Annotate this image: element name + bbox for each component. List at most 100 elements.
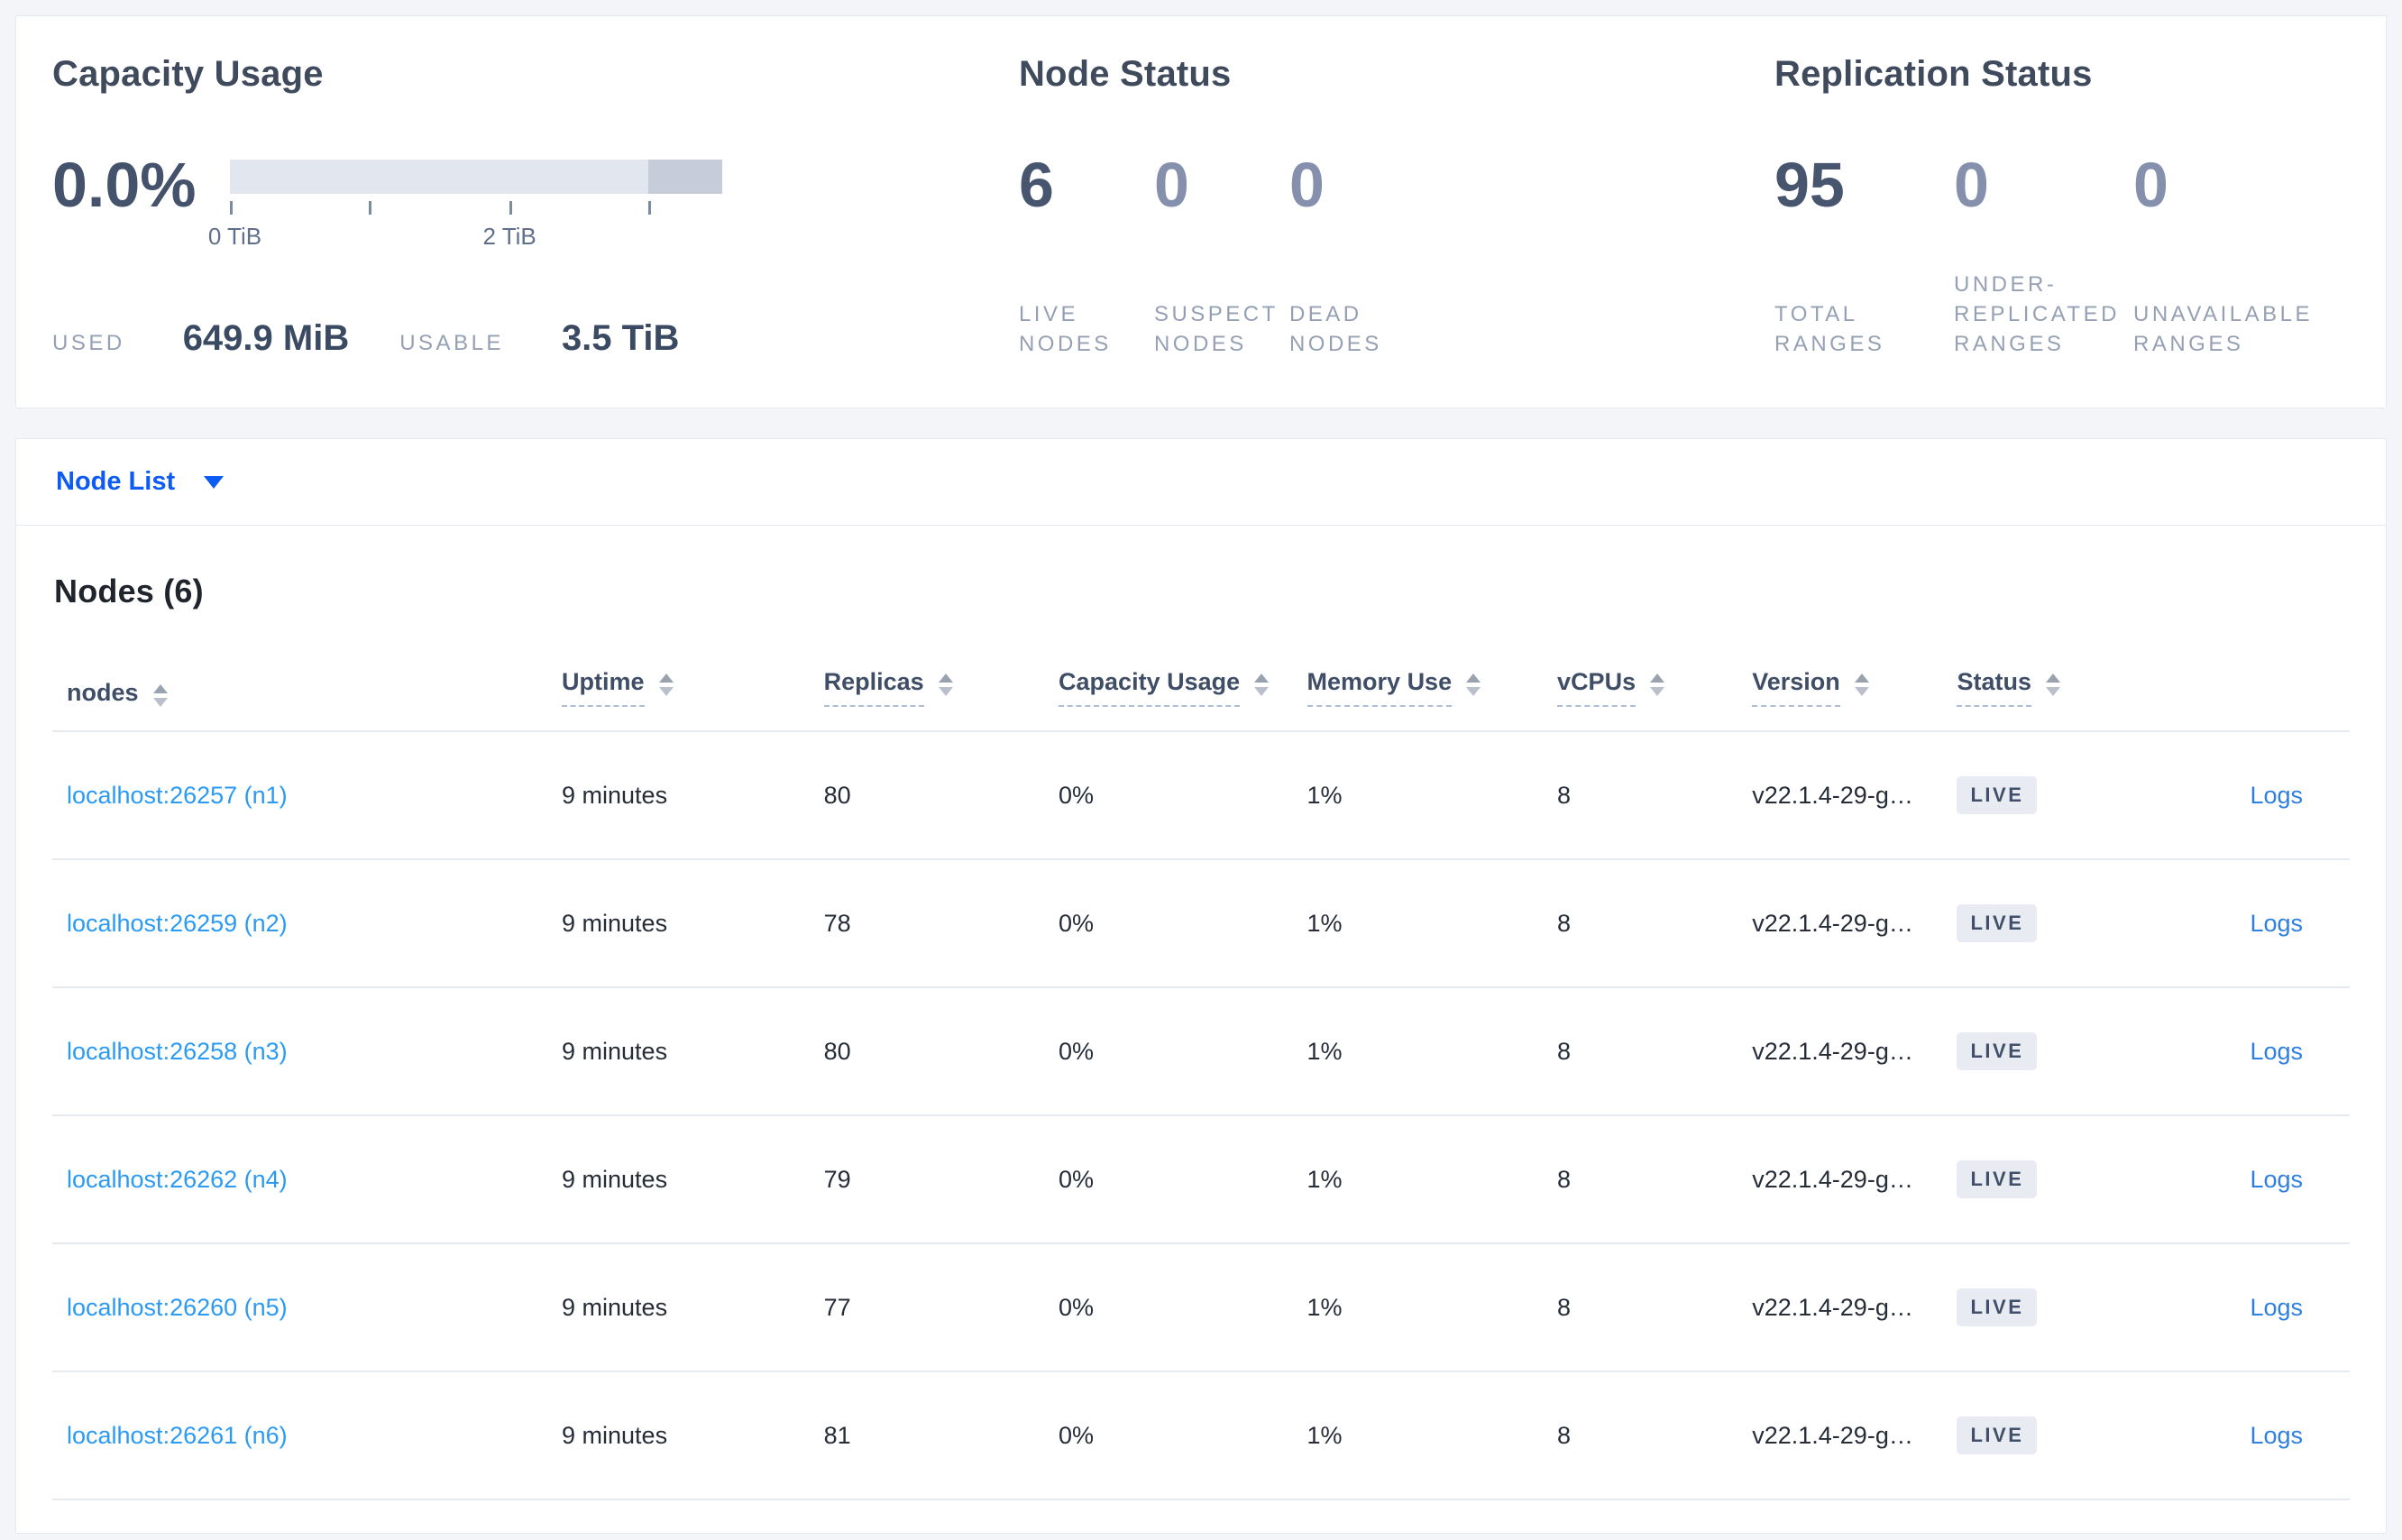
axis-tick (230, 201, 233, 215)
capacity-usage-cell: 0% (1044, 1243, 1293, 1372)
column-header-logs (2141, 618, 2350, 732)
unavailable-ranges-stat: 0 UNAVAILABLE RANGES (2133, 153, 2350, 359)
column-header-replicas[interactable]: Replicas (809, 618, 1045, 732)
replicas-cell: 79 (809, 1115, 1045, 1244)
capacity-usage-cell: 0% (1044, 1115, 1293, 1244)
node-status-title: Node Status (1018, 54, 1232, 94)
node-list-dropdown[interactable]: Node List (56, 467, 176, 496)
uptime-cell: 9 minutes (547, 1115, 810, 1244)
status-badge: LIVE (1957, 1288, 2038, 1326)
live-nodes-value: 6 (1018, 150, 1054, 220)
vcpus-cell: 8 (1543, 859, 1738, 988)
uptime-cell: 9 minutes (547, 1243, 810, 1372)
sort-icon (1650, 674, 1665, 696)
capacity-usage-cell: 0% (1044, 731, 1293, 860)
logs-link[interactable]: Logs (2250, 1037, 2303, 1065)
axis-tick-label: 0 TiB (207, 223, 262, 250)
column-header-status[interactable]: Status (1942, 618, 2142, 732)
status-badge: LIVE (1957, 1032, 2038, 1070)
column-header-version[interactable]: Version (1737, 618, 1943, 732)
axis-tick (368, 201, 371, 215)
live-nodes-label: LIVE NODES (1018, 302, 1112, 356)
memory-use-cell: 1% (1292, 1243, 1544, 1372)
memory-use-cell: 1% (1292, 987, 1544, 1116)
node-link[interactable]: localhost:26262 (n4) (67, 1165, 288, 1193)
under-replicated-ranges-label: UNDER-REPLICATED RANGES (1954, 272, 2120, 356)
logs-link[interactable]: Logs (2250, 1421, 2303, 1449)
column-header-vcpus[interactable]: vCPUs (1543, 618, 1738, 732)
dead-nodes-value: 0 (1288, 150, 1325, 220)
capacity-bar (230, 160, 722, 194)
vcpus-cell: 8 (1543, 1243, 1738, 1372)
uptime-cell: 9 minutes (547, 1371, 810, 1500)
uptime-cell: 9 minutes (547, 987, 810, 1116)
capacity-usage-cell: 0% (1044, 859, 1293, 988)
axis-tick-label: 2 TiB (482, 223, 536, 250)
replication-status-title: Replication Status (1774, 54, 2093, 94)
nodes-table: nodes Uptime Replicas Capacity Usage Mem… (52, 618, 2350, 1500)
version-cell: v22.1.4-29-g… (1737, 1243, 1943, 1372)
version-cell: v22.1.4-29-g… (1737, 1371, 1943, 1500)
status-badge: LIVE (1957, 776, 2038, 814)
sort-icon (1466, 674, 1481, 696)
table-row: localhost:26258 (n3) 9 minutes 80 0% 1% … (52, 987, 2350, 1116)
view-selector-bar: Node List (15, 438, 2387, 526)
version-cell: v22.1.4-29-g… (1737, 731, 1943, 860)
sort-icon (938, 674, 953, 696)
logs-link[interactable]: Logs (2250, 1293, 2303, 1321)
vcpus-cell: 8 (1543, 1115, 1738, 1244)
memory-use-cell: 1% (1292, 731, 1544, 860)
node-link[interactable]: localhost:26261 (n6) (67, 1421, 288, 1449)
under-replicated-ranges-value: 0 (1954, 150, 1989, 220)
memory-use-cell: 1% (1292, 859, 1544, 988)
used-label: USED (52, 331, 125, 355)
column-header-nodes[interactable]: nodes (52, 618, 548, 732)
usable-label: USABLE (399, 331, 504, 355)
capacity-axis-ticks (230, 201, 722, 223)
replicas-cell: 80 (809, 987, 1045, 1116)
used-value: 649.9 MiB (182, 318, 350, 358)
capacity-percent-value: 0.0% (52, 150, 197, 220)
node-status-stats: 6 LIVE NODES 0 SUSPECT NODES 0 DEAD NODE… (1018, 150, 1774, 359)
total-ranges-value: 95 (1774, 150, 1845, 220)
suspect-nodes-label: SUSPECT NODES (1153, 302, 1279, 356)
memory-use-cell: 1% (1292, 1115, 1544, 1244)
capacity-used-usable-row: USED 649.9 MiB USABLE 3.5 TiB (52, 318, 1019, 359)
uptime-cell: 9 minutes (547, 731, 810, 860)
column-header-uptime[interactable]: Uptime (547, 618, 810, 732)
node-link[interactable]: localhost:26259 (n2) (67, 909, 288, 937)
logs-link[interactable]: Logs (2250, 909, 2303, 937)
vcpus-cell: 8 (1543, 987, 1738, 1116)
sort-icon (2046, 674, 2060, 696)
column-header-memory-use[interactable]: Memory Use (1292, 618, 1544, 732)
vcpus-cell: 8 (1543, 1371, 1738, 1500)
nodes-table-panel: Nodes (6) nodes Uptime Replicas (15, 525, 2387, 1534)
capacity-gauge: 0.0% 0 TiB 2 TiB (52, 150, 1019, 250)
vcpus-cell: 8 (1543, 731, 1738, 860)
capacity-bar-wrap: 0 TiB 2 TiB (208, 156, 722, 250)
chevron-down-icon[interactable] (204, 475, 225, 489)
suspect-nodes-stat: 0 SUSPECT NODES (1153, 153, 1289, 359)
node-link[interactable]: localhost:26257 (n1) (67, 781, 288, 809)
under-replicated-ranges-stat: 0 UNDER-REPLICATED RANGES (1954, 150, 2133, 359)
column-header-capacity-usage[interactable]: Capacity Usage (1044, 618, 1293, 732)
unavailable-ranges-label: UNAVAILABLE RANGES (2133, 302, 2314, 356)
logs-link[interactable]: Logs (2250, 1165, 2303, 1193)
status-badge: LIVE (1957, 1160, 2038, 1198)
logs-link[interactable]: Logs (2250, 781, 2303, 809)
replication-stats: 95 TOTAL RANGES 0 UNDER-REPLICATED RANGE… (1774, 150, 2350, 359)
live-nodes-stat: 6 LIVE NODES (1018, 150, 1154, 359)
node-link[interactable]: localhost:26258 (n3) (67, 1037, 288, 1065)
version-cell: v22.1.4-29-g… (1737, 987, 1943, 1116)
cluster-summary-panel: Capacity Usage 0.0% 0 TiB 2 TiB (15, 15, 2387, 408)
table-row: localhost:26259 (n2) 9 minutes 78 0% 1% … (52, 859, 2350, 988)
capacity-bar-dark-segment (648, 160, 722, 194)
replicas-cell: 81 (809, 1371, 1045, 1500)
uptime-cell: 9 minutes (547, 859, 810, 988)
replication-status-section: Replication Status 95 TOTAL RANGES 0 UND… (1774, 54, 2350, 359)
node-link[interactable]: localhost:26260 (n5) (67, 1293, 288, 1321)
dead-nodes-label: DEAD NODES (1288, 302, 1382, 356)
total-ranges-label: TOTAL RANGES (1774, 302, 1885, 356)
total-ranges-stat: 95 TOTAL RANGES (1774, 150, 1954, 359)
